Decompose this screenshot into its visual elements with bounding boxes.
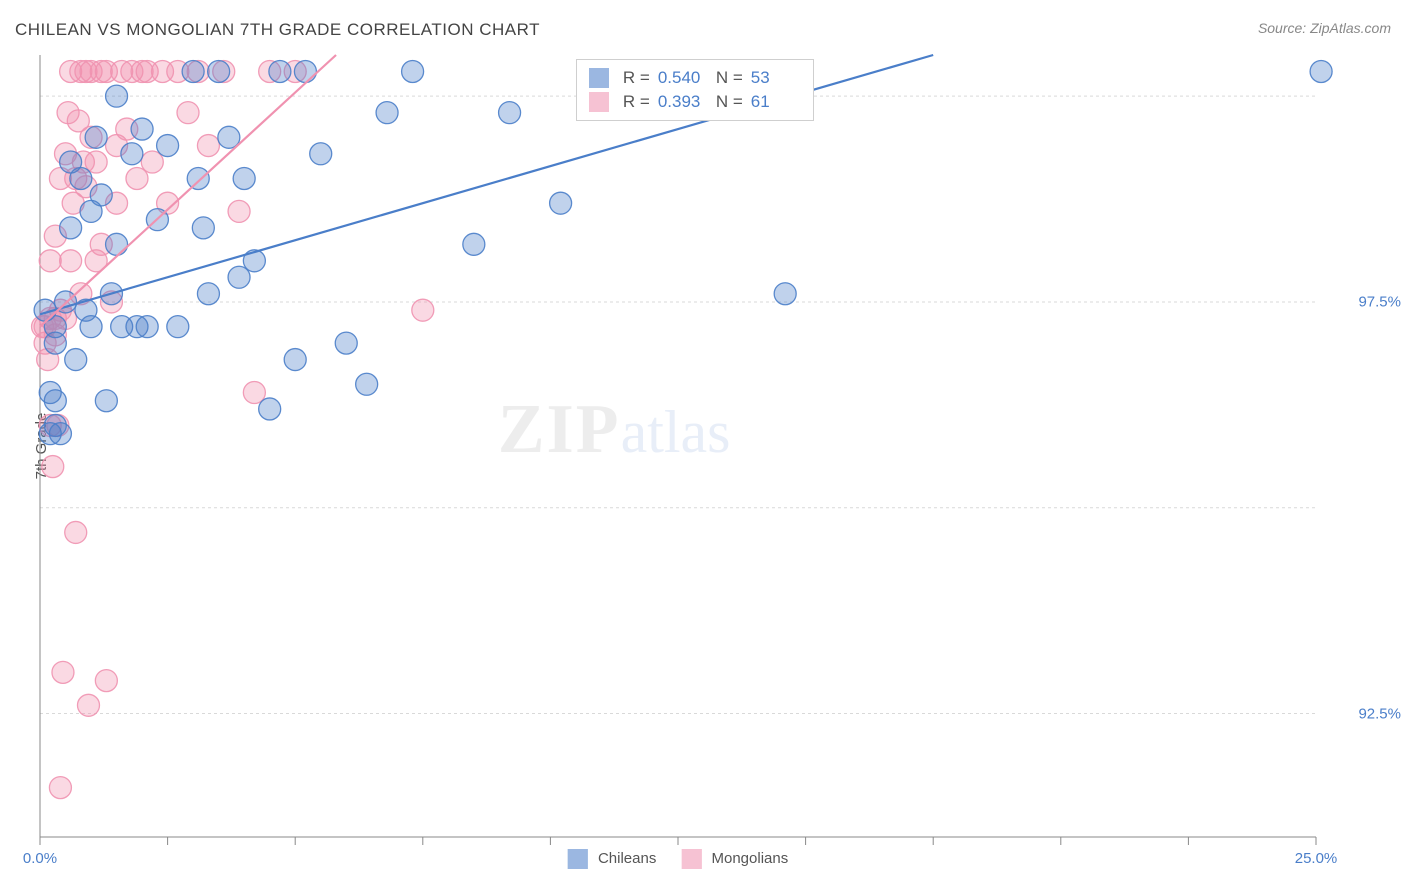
r-value-chileans: 0.540 xyxy=(658,68,708,88)
scatter-plot: ZIPatlas R = 0.540 N = 53 R = 0.393 N = … xyxy=(40,55,1316,837)
legend-label-chileans: Chileans xyxy=(598,850,656,867)
n-label: N = xyxy=(716,68,743,88)
legend-swatch-chileans xyxy=(589,68,609,88)
legend-row-chileans: R = 0.540 N = 53 xyxy=(589,66,801,90)
r-value-mongolians: 0.393 xyxy=(658,92,708,112)
source-attribution: Source: ZipAtlas.com xyxy=(1258,20,1391,36)
x-tick-label: 0.0% xyxy=(23,850,57,867)
y-tick-label: 97.5% xyxy=(1326,293,1401,310)
r-label: R = xyxy=(623,68,650,88)
r-label: R = xyxy=(623,92,650,112)
correlation-legend: R = 0.540 N = 53 R = 0.393 N = 61 xyxy=(576,59,814,121)
x-tick-label: 25.0% xyxy=(1295,850,1338,867)
legend-item-mongolians: Mongolians xyxy=(681,849,788,869)
legend-swatch-mongolians xyxy=(589,92,609,112)
series-legend: Chileans Mongolians xyxy=(568,849,788,869)
legend-swatch-chileans xyxy=(568,849,588,869)
legend-row-mongolians: R = 0.393 N = 61 xyxy=(589,90,801,114)
chart-title: CHILEAN VS MONGOLIAN 7TH GRADE CORRELATI… xyxy=(15,20,540,39)
n-label: N = xyxy=(716,92,743,112)
legend-item-chileans: Chileans xyxy=(568,849,657,869)
legend-label-mongolians: Mongolians xyxy=(712,850,789,867)
legend-swatch-mongolians xyxy=(681,849,701,869)
n-value-mongolians: 61 xyxy=(751,92,801,112)
n-value-chileans: 53 xyxy=(751,68,801,88)
y-tick-label: 92.5% xyxy=(1326,705,1401,722)
